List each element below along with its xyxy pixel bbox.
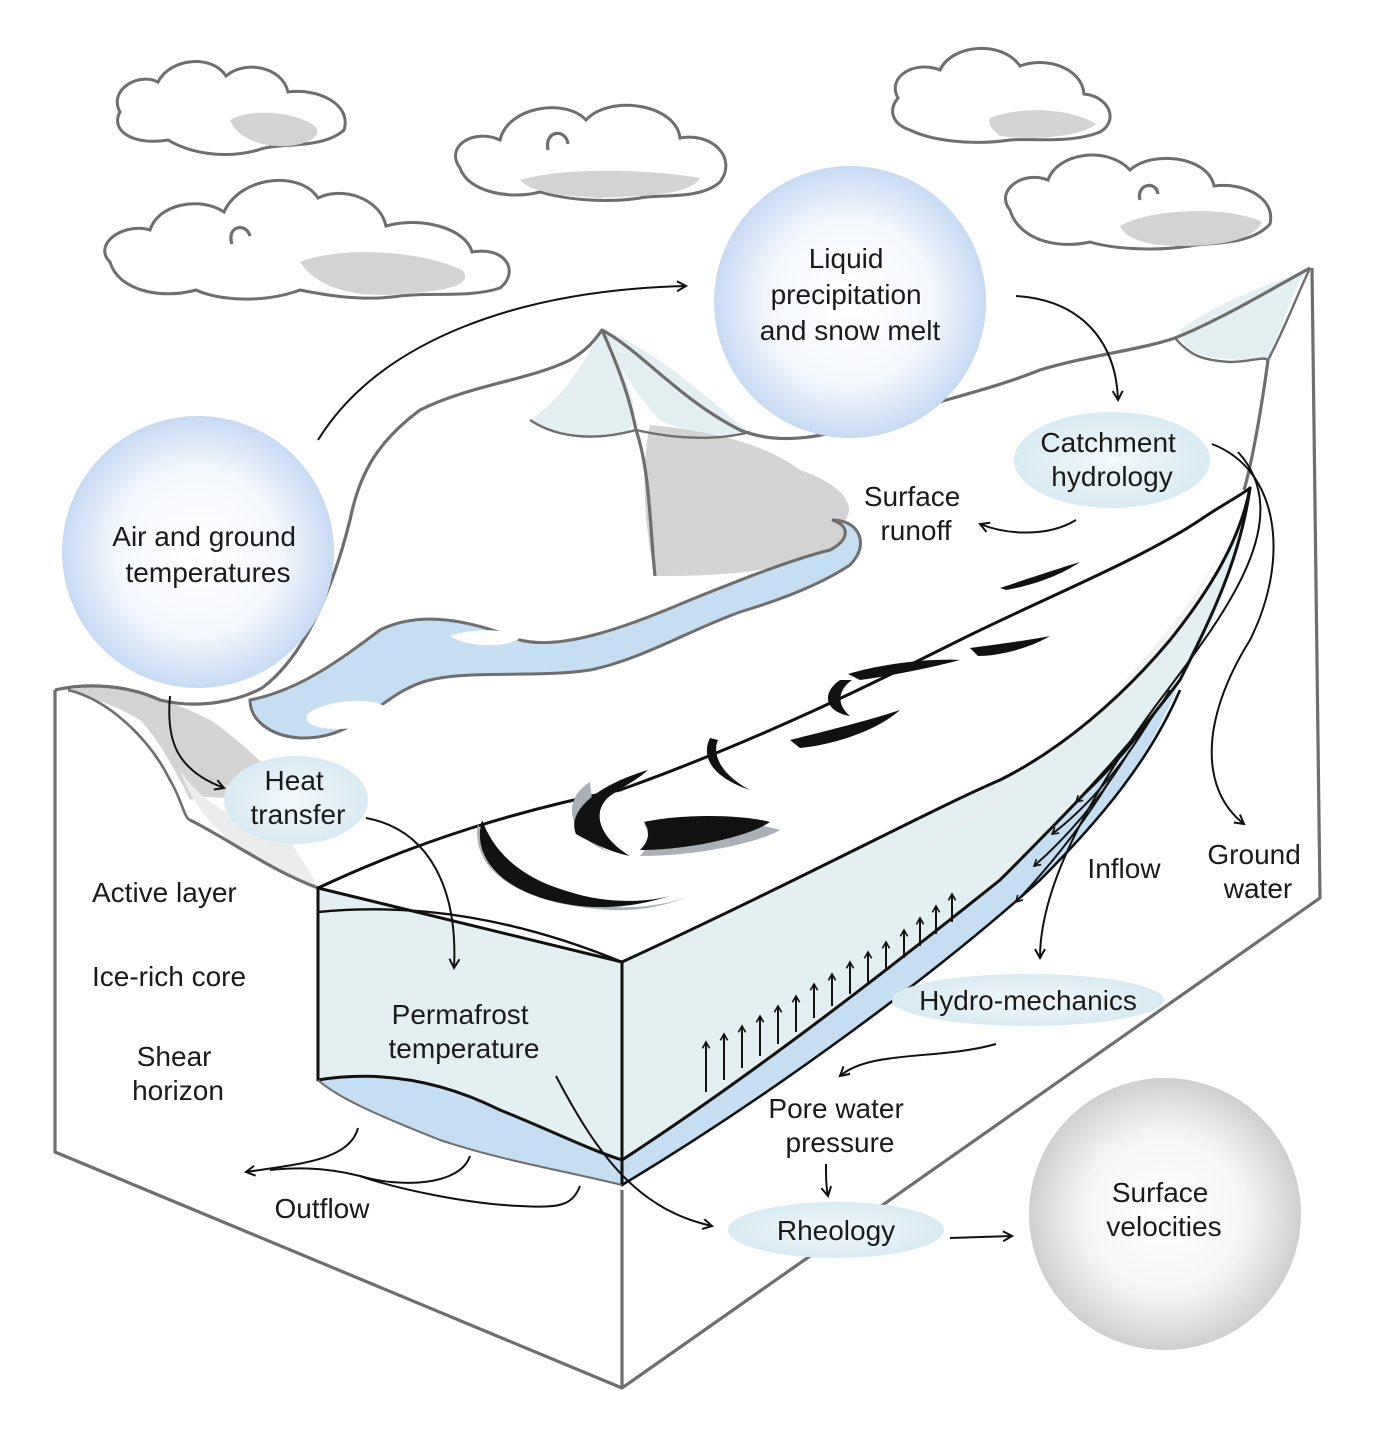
surface-ridges	[477, 562, 1080, 911]
ice-rich-core-label: Ice-rich core	[92, 961, 246, 992]
cloud-top-left	[115, 60, 347, 157]
surface-velocities-label: Surface velocities	[1106, 1177, 1221, 1242]
arrow-pore-pressure-to-rheology	[826, 1163, 828, 1196]
cloud-center	[454, 103, 728, 202]
arrow-air-to-precipitation	[317, 286, 686, 441]
heat-transfer-node	[224, 756, 368, 844]
catchment-hydrology-label: Catchment hydrology	[1040, 427, 1183, 492]
arrow-heat-to-permafrost	[365, 817, 454, 968]
arrow-catchment-to-runoff	[980, 519, 1077, 534]
rheology-label: Rheology	[777, 1215, 895, 1246]
cloud-right	[1004, 153, 1273, 251]
liquid-precipitation-label: Liquid precipitation and snow melt	[760, 243, 941, 346]
arrow-catchment-to-hydromechanics	[1040, 451, 1262, 958]
pore-pressure-arrows	[701, 892, 957, 1092]
arrow-rheology-to-velocities	[949, 1236, 1012, 1238]
outflow-label: Outflow	[275, 1193, 371, 1224]
shear-horizon-label: Shear horizon	[132, 1041, 224, 1106]
arrow-outflow	[246, 1127, 359, 1172]
rock-glacier	[316, 486, 1252, 1187]
ground-water-label: Ground water	[1207, 839, 1308, 904]
arrow-hydromechanics-to-pore-pressure	[840, 1043, 997, 1076]
cloud-mid-left	[103, 178, 511, 301]
arrow-permafrost-to-rheology	[555, 1075, 712, 1226]
heat-transfer-label: Heat transfer	[251, 765, 346, 830]
process-arrows	[168, 286, 1275, 1238]
surface-velocities-node	[1029, 1078, 1301, 1350]
cloud-top-right	[891, 46, 1112, 144]
arrow-precipitation-to-catchment	[1015, 295, 1118, 400]
permafrost-temperature-label: Permafrost temperature	[389, 999, 540, 1064]
active-layer-label: Active layer	[92, 877, 237, 908]
air-ground-temperatures-node	[62, 416, 334, 688]
surface-runoff-label: Surface runoff	[864, 481, 968, 546]
liquid-precipitation-node	[714, 166, 986, 438]
hydro-mechanics-node	[892, 974, 1164, 1026]
block-outline	[53, 267, 1322, 1390]
terrain-outline	[54, 266, 1312, 890]
catchment-hydrology-node	[1014, 412, 1210, 508]
arrow-air-to-heat-transfer	[168, 695, 224, 788]
arrow-catchment-to-groundwater	[1210, 443, 1275, 824]
river	[248, 518, 862, 740]
pore-water-pressure-label: Pore water pressure	[768, 1093, 911, 1158]
rheology-node	[728, 1202, 944, 1258]
air-ground-temperatures-label: Air and ground temperatures	[112, 521, 303, 588]
inflow-label: Inflow	[1087, 853, 1161, 884]
hydro-mechanics-label: Hydro-mechanics	[919, 985, 1137, 1016]
